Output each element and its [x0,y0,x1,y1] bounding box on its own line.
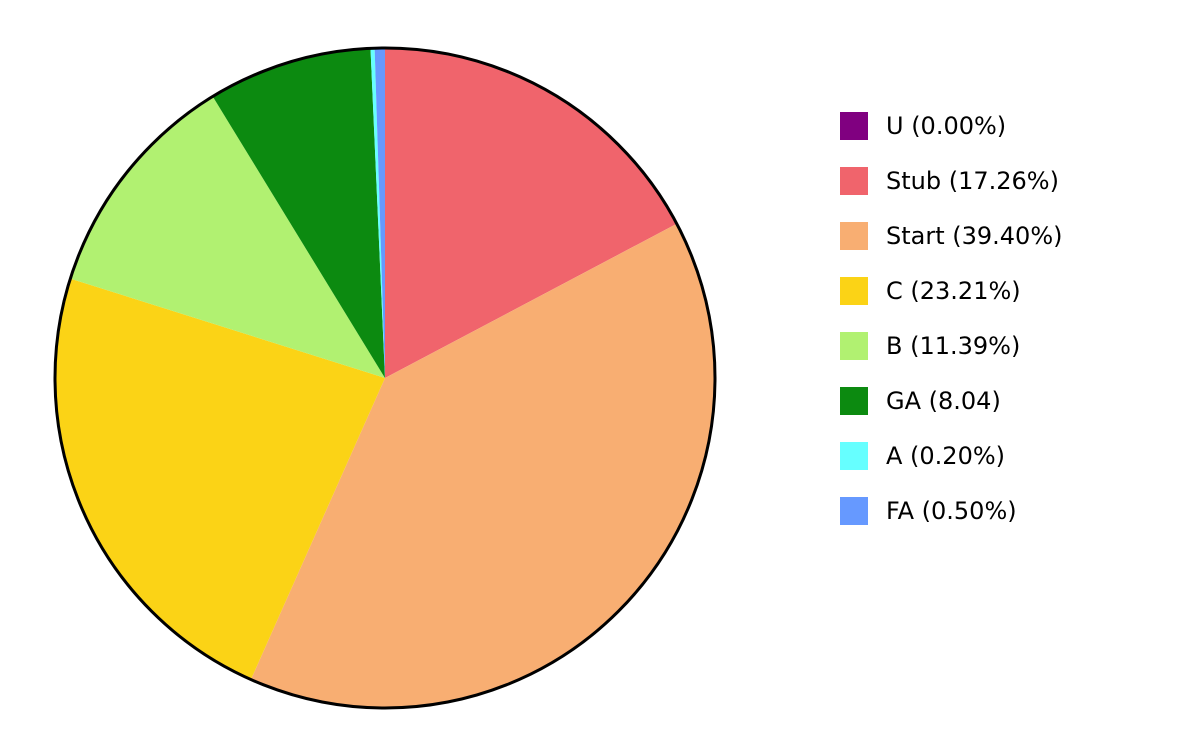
legend-label: U (0.00%) [886,112,1006,140]
legend-swatch [840,332,868,360]
legend-swatch [840,167,868,195]
legend-item: B (11.39%) [840,332,1020,360]
chart-container: U (0.00%) Stub (17.26%) Start (39.40%) C (2… [0,0,1200,754]
legend-swatch [840,222,868,250]
legend-swatch [840,442,868,470]
pie-chart [0,0,1200,754]
legend-swatch [840,387,868,415]
legend-label: Stub (17.26%) [886,167,1059,195]
legend-label: Start (39.40%) [886,222,1063,250]
legend-item: A (0.20%) [840,442,1005,470]
legend-item: Stub (17.26%) [840,167,1059,195]
legend-label: C (23.21%) [886,277,1021,305]
legend-item: U (0.00%) [840,112,1006,140]
legend-item: GA (8.04) [840,387,1001,415]
legend-item: Start (39.40%) [840,222,1063,250]
legend-item: C (23.21%) [840,277,1021,305]
legend-swatch [840,112,868,140]
legend-swatch [840,277,868,305]
legend-label: GA (8.04) [886,387,1001,415]
legend-label: B (11.39%) [886,332,1020,360]
legend-item: FA (0.50%) [840,497,1017,525]
legend-label: FA (0.50%) [886,497,1017,525]
legend-label: A (0.20%) [886,442,1005,470]
legend-swatch [840,497,868,525]
